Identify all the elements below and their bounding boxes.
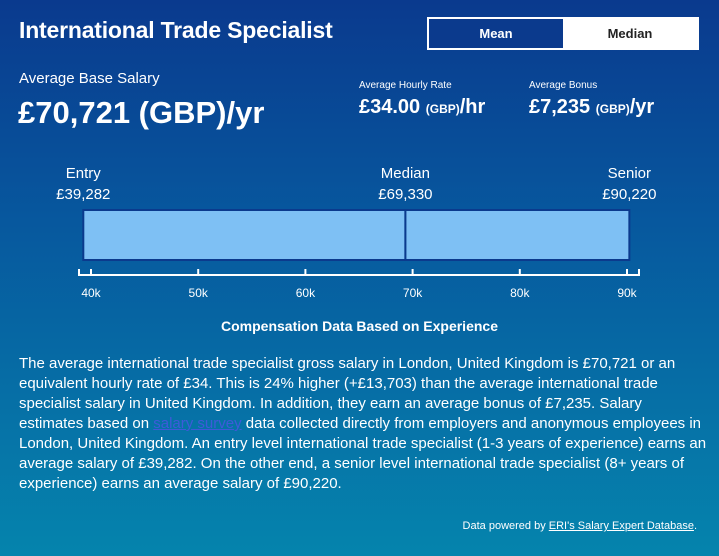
mean-toggle-button[interactable]: Mean [429,19,563,48]
page-title: International Trade Specialist [19,17,333,43]
salary-description: The average international trade speciali… [19,354,709,494]
bonus-value: £7,235 (GBP)/yr [529,96,654,119]
marker-senior-value: £90,220 [602,186,657,203]
hourly-rate-currency: (GBP) [425,102,460,116]
mean-median-toggle[interactable]: Mean Median [427,17,699,50]
marker-entry-name: Entry [65,165,101,182]
hourly-rate-amount: £34.00 [359,96,421,118]
marker-entry-value: £39,282 [56,186,111,203]
marker-median: Median £69,330 [345,165,465,203]
salary-range-chart: 40k 50k 60k 70k 80k 90k [78,209,640,300]
chart-title: Compensation Data Based on Experience [221,318,498,334]
footer-attribution: Data powered by ERI's Salary Expert Data… [463,520,697,532]
salary-range-bar-entry-median [82,209,407,261]
median-toggle-button[interactable]: Median [563,19,697,48]
salary-range-bar-median-senior [404,209,631,261]
x-tick-label-80k: 80k [510,286,530,300]
x-tick-label-50k: 50k [189,286,209,300]
x-axis-ticks: 40k 50k 60k 70k 80k 90k [78,269,640,300]
bonus-currency: (GBP) [595,102,630,116]
base-salary-label: Average Base Salary [19,70,160,87]
salary-survey-link[interactable]: salary survey [153,415,242,432]
marker-median-name: Median [380,165,430,182]
x-tick-label-60k: 60k [296,286,316,300]
x-tick-label-40k: 40k [81,286,101,300]
bonus-suffix: /yr [629,96,655,118]
hourly-rate-suffix: /hr [459,96,486,118]
marker-entry: Entry £39,282 [23,165,143,203]
marker-median-value: £69,330 [378,186,433,203]
base-salary-value: £70,721 (GBP)/yr [18,95,265,130]
footer-suffix: . [693,520,697,532]
description-text-1: The average international trade speciali… [19,355,676,432]
description-text-2: data collected directly from employers a… [19,415,707,492]
hourly-rate-value: £34.00 (GBP)/hr [359,96,485,119]
footer-prefix: Data powered by [462,520,549,532]
x-tick-label-70k: 70k [403,286,423,300]
x-tick-label-90k: 90k [617,286,637,300]
marker-senior: Senior £90,220 [569,165,689,203]
hourly-rate-label: Average Hourly Rate [359,80,452,91]
bonus-label: Average Bonus [529,80,598,91]
eri-database-link[interactable]: ERI's Salary Expert Database [548,520,694,532]
bonus-amount: £7,235 [529,96,591,118]
marker-senior-name: Senior [607,165,652,182]
